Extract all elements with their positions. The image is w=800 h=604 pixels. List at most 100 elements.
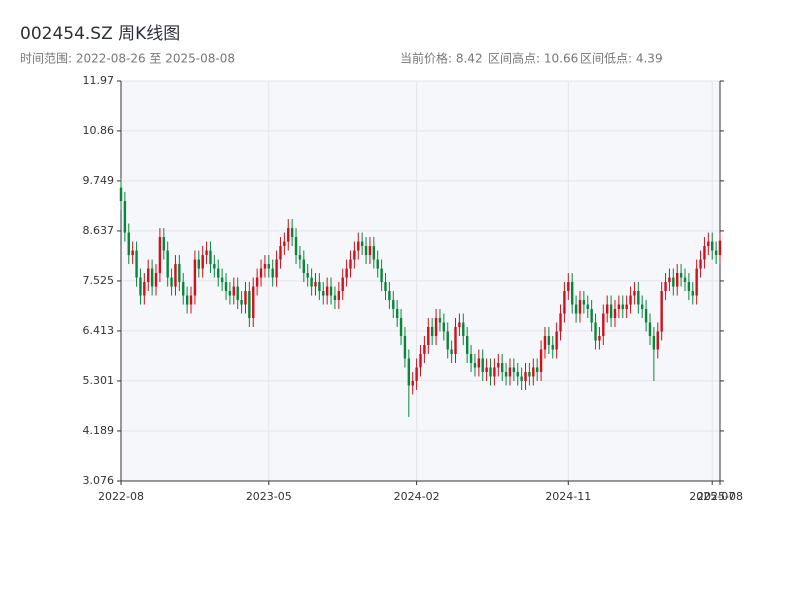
candle-body (201, 255, 204, 269)
candle-body (372, 246, 376, 260)
candle-body (306, 273, 309, 278)
candle-body (220, 277, 224, 283)
candle-body (535, 367, 539, 372)
candle-body (648, 322, 652, 337)
candle-body (493, 367, 496, 377)
candle-body (555, 331, 558, 350)
candle-body (193, 259, 197, 296)
candle-body (224, 282, 228, 292)
candle-body (500, 362, 504, 372)
candle-body (551, 344, 554, 350)
candle-body (349, 259, 352, 269)
candle-body (664, 282, 667, 292)
candle-body (135, 250, 138, 278)
candle-body (252, 286, 255, 319)
candle-body (345, 268, 348, 278)
candle-body (539, 349, 543, 372)
candle-body (481, 358, 484, 372)
candle-body (399, 318, 403, 337)
candle-body (504, 371, 508, 377)
candle-body (621, 304, 624, 310)
candle-body (641, 304, 644, 310)
candle-body (683, 277, 687, 283)
candle-body (462, 322, 465, 337)
candle-body (325, 286, 329, 296)
candle-body (652, 336, 656, 350)
y-tick-label: 6.413 (83, 324, 115, 337)
candle-body (403, 336, 407, 359)
candle-body (236, 286, 239, 301)
x-tick-label: 2025-08 (697, 490, 743, 503)
candle-body (613, 309, 617, 319)
candle-body (333, 295, 337, 301)
candle-body (563, 291, 566, 314)
candle-body (489, 367, 492, 377)
candle-body (625, 304, 628, 310)
candle-body (714, 250, 718, 256)
candle-body (154, 273, 158, 287)
candle-body (287, 228, 290, 242)
candle-body (197, 259, 200, 269)
candle-body (150, 268, 154, 287)
candle-body (718, 240, 722, 256)
candle-body (668, 277, 671, 283)
candle-body (275, 259, 278, 278)
candle-body (419, 353, 422, 368)
candle-body (707, 241, 710, 247)
candle-body (290, 228, 294, 238)
candle-body (477, 358, 481, 368)
candle-body (637, 291, 640, 305)
x-tick-label: 2024-02 (394, 490, 440, 503)
candle-body (119, 187, 123, 202)
candle-body (337, 291, 341, 301)
candle-body (182, 282, 185, 296)
candle-body (656, 331, 659, 350)
candle-body (679, 273, 683, 278)
candle-body (213, 264, 216, 269)
candle-body (559, 313, 562, 332)
y-tick-label: 5.301 (83, 374, 115, 387)
stat: 区间高点: 10.66 (488, 51, 578, 66)
candle-body (279, 246, 282, 260)
candle-body (283, 241, 286, 247)
candle-body (189, 295, 193, 305)
y-tick-label: 8.637 (83, 224, 115, 237)
candle-body (259, 268, 263, 278)
candle-body (508, 367, 512, 377)
candle-body (485, 367, 488, 372)
stat: 区间低点: 4.39 (580, 52, 663, 66)
candle-body (248, 291, 251, 319)
stat: 当前价格: 8.42 (400, 51, 483, 66)
candle-body (310, 277, 313, 287)
x-tick-label: 2022-08 (98, 490, 144, 503)
candle-body (516, 371, 519, 377)
candle-body (586, 304, 589, 310)
candle-body (567, 282, 570, 292)
y-tick-label: 4.189 (83, 424, 115, 437)
candle-body (131, 250, 134, 256)
candle-body (395, 309, 399, 319)
candle-body (574, 304, 578, 314)
candle-body (691, 291, 694, 296)
candle-body (594, 322, 597, 341)
candle-body (407, 358, 411, 386)
candle-body (174, 264, 177, 287)
candle-body (341, 277, 344, 292)
candle-body (458, 322, 461, 328)
candle-body (547, 336, 551, 345)
candle-body (427, 327, 430, 345)
candle-body (244, 291, 247, 305)
y-tick-label: 3.076 (83, 474, 115, 487)
candle-body (473, 362, 477, 368)
candle-body (644, 309, 648, 323)
candle-body (263, 264, 267, 269)
x-tick-label: 2024-11 (545, 490, 591, 503)
candle-body (570, 282, 574, 305)
candle-body (520, 376, 523, 381)
candle-body (329, 286, 333, 296)
x-tick-label: 2023-05 (246, 490, 292, 503)
candle-body (598, 336, 601, 341)
candle-body (123, 201, 127, 233)
chart-title: 002454.SZ 周K线图 (20, 24, 180, 44)
candle-body (629, 295, 632, 305)
